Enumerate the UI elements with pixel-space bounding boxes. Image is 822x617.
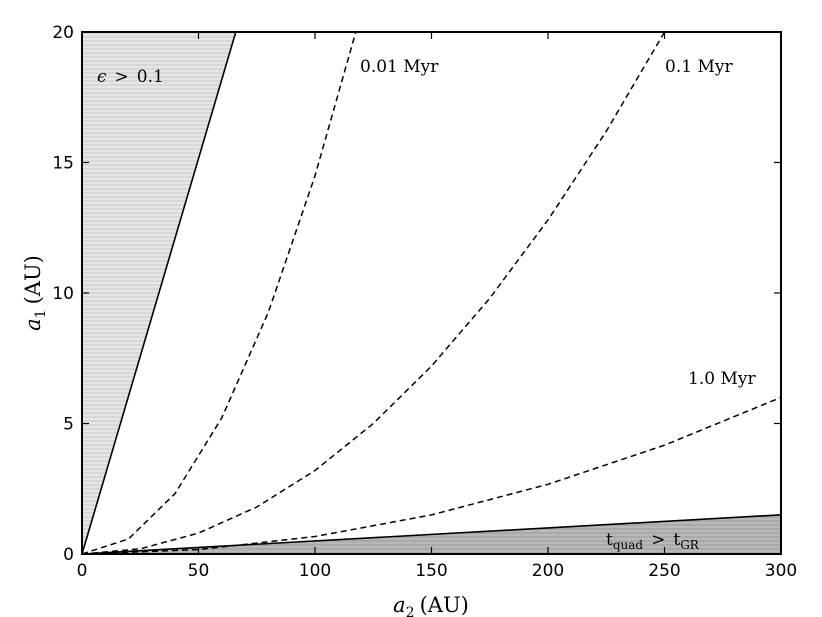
series-line-0-01-myr <box>82 32 357 554</box>
x-tick-label: 0 <box>77 561 88 581</box>
x-tick-label: 250 <box>648 561 680 581</box>
y-tick-label: 20 <box>52 23 74 43</box>
curve-label-0-01-myr: 0.01 Myr <box>360 57 439 77</box>
series-line-0-1-myr <box>82 32 666 554</box>
y-tick-label: 0 <box>63 545 74 565</box>
y-tick-label: 10 <box>52 284 74 304</box>
x-axis-title: a2 (AU) <box>393 593 469 617</box>
tquad-region-label: tquad > tGR <box>606 530 700 552</box>
x-tick-label: 100 <box>299 561 331 581</box>
plot-frame <box>81 31 782 555</box>
y-tick-label: 15 <box>52 154 74 174</box>
series-line-1-0-myr <box>82 396 781 554</box>
x-tick-label: 150 <box>415 561 447 581</box>
epsilon-region-label: ϵ >0.1 <box>97 67 164 87</box>
x-tick-label: 200 <box>532 561 564 581</box>
curve-label-1-0-myr: 1.0 Myr <box>688 369 756 389</box>
epsilon-boundary-line <box>82 32 237 554</box>
curve-label-0-1-myr: 0.1 Myr <box>665 57 733 77</box>
x-tick-label: 50 <box>188 561 210 581</box>
x-tick-label: 300 <box>765 561 797 581</box>
y-axis-title: a1(AU) <box>21 255 49 331</box>
y-tick-label: 5 <box>63 415 74 435</box>
